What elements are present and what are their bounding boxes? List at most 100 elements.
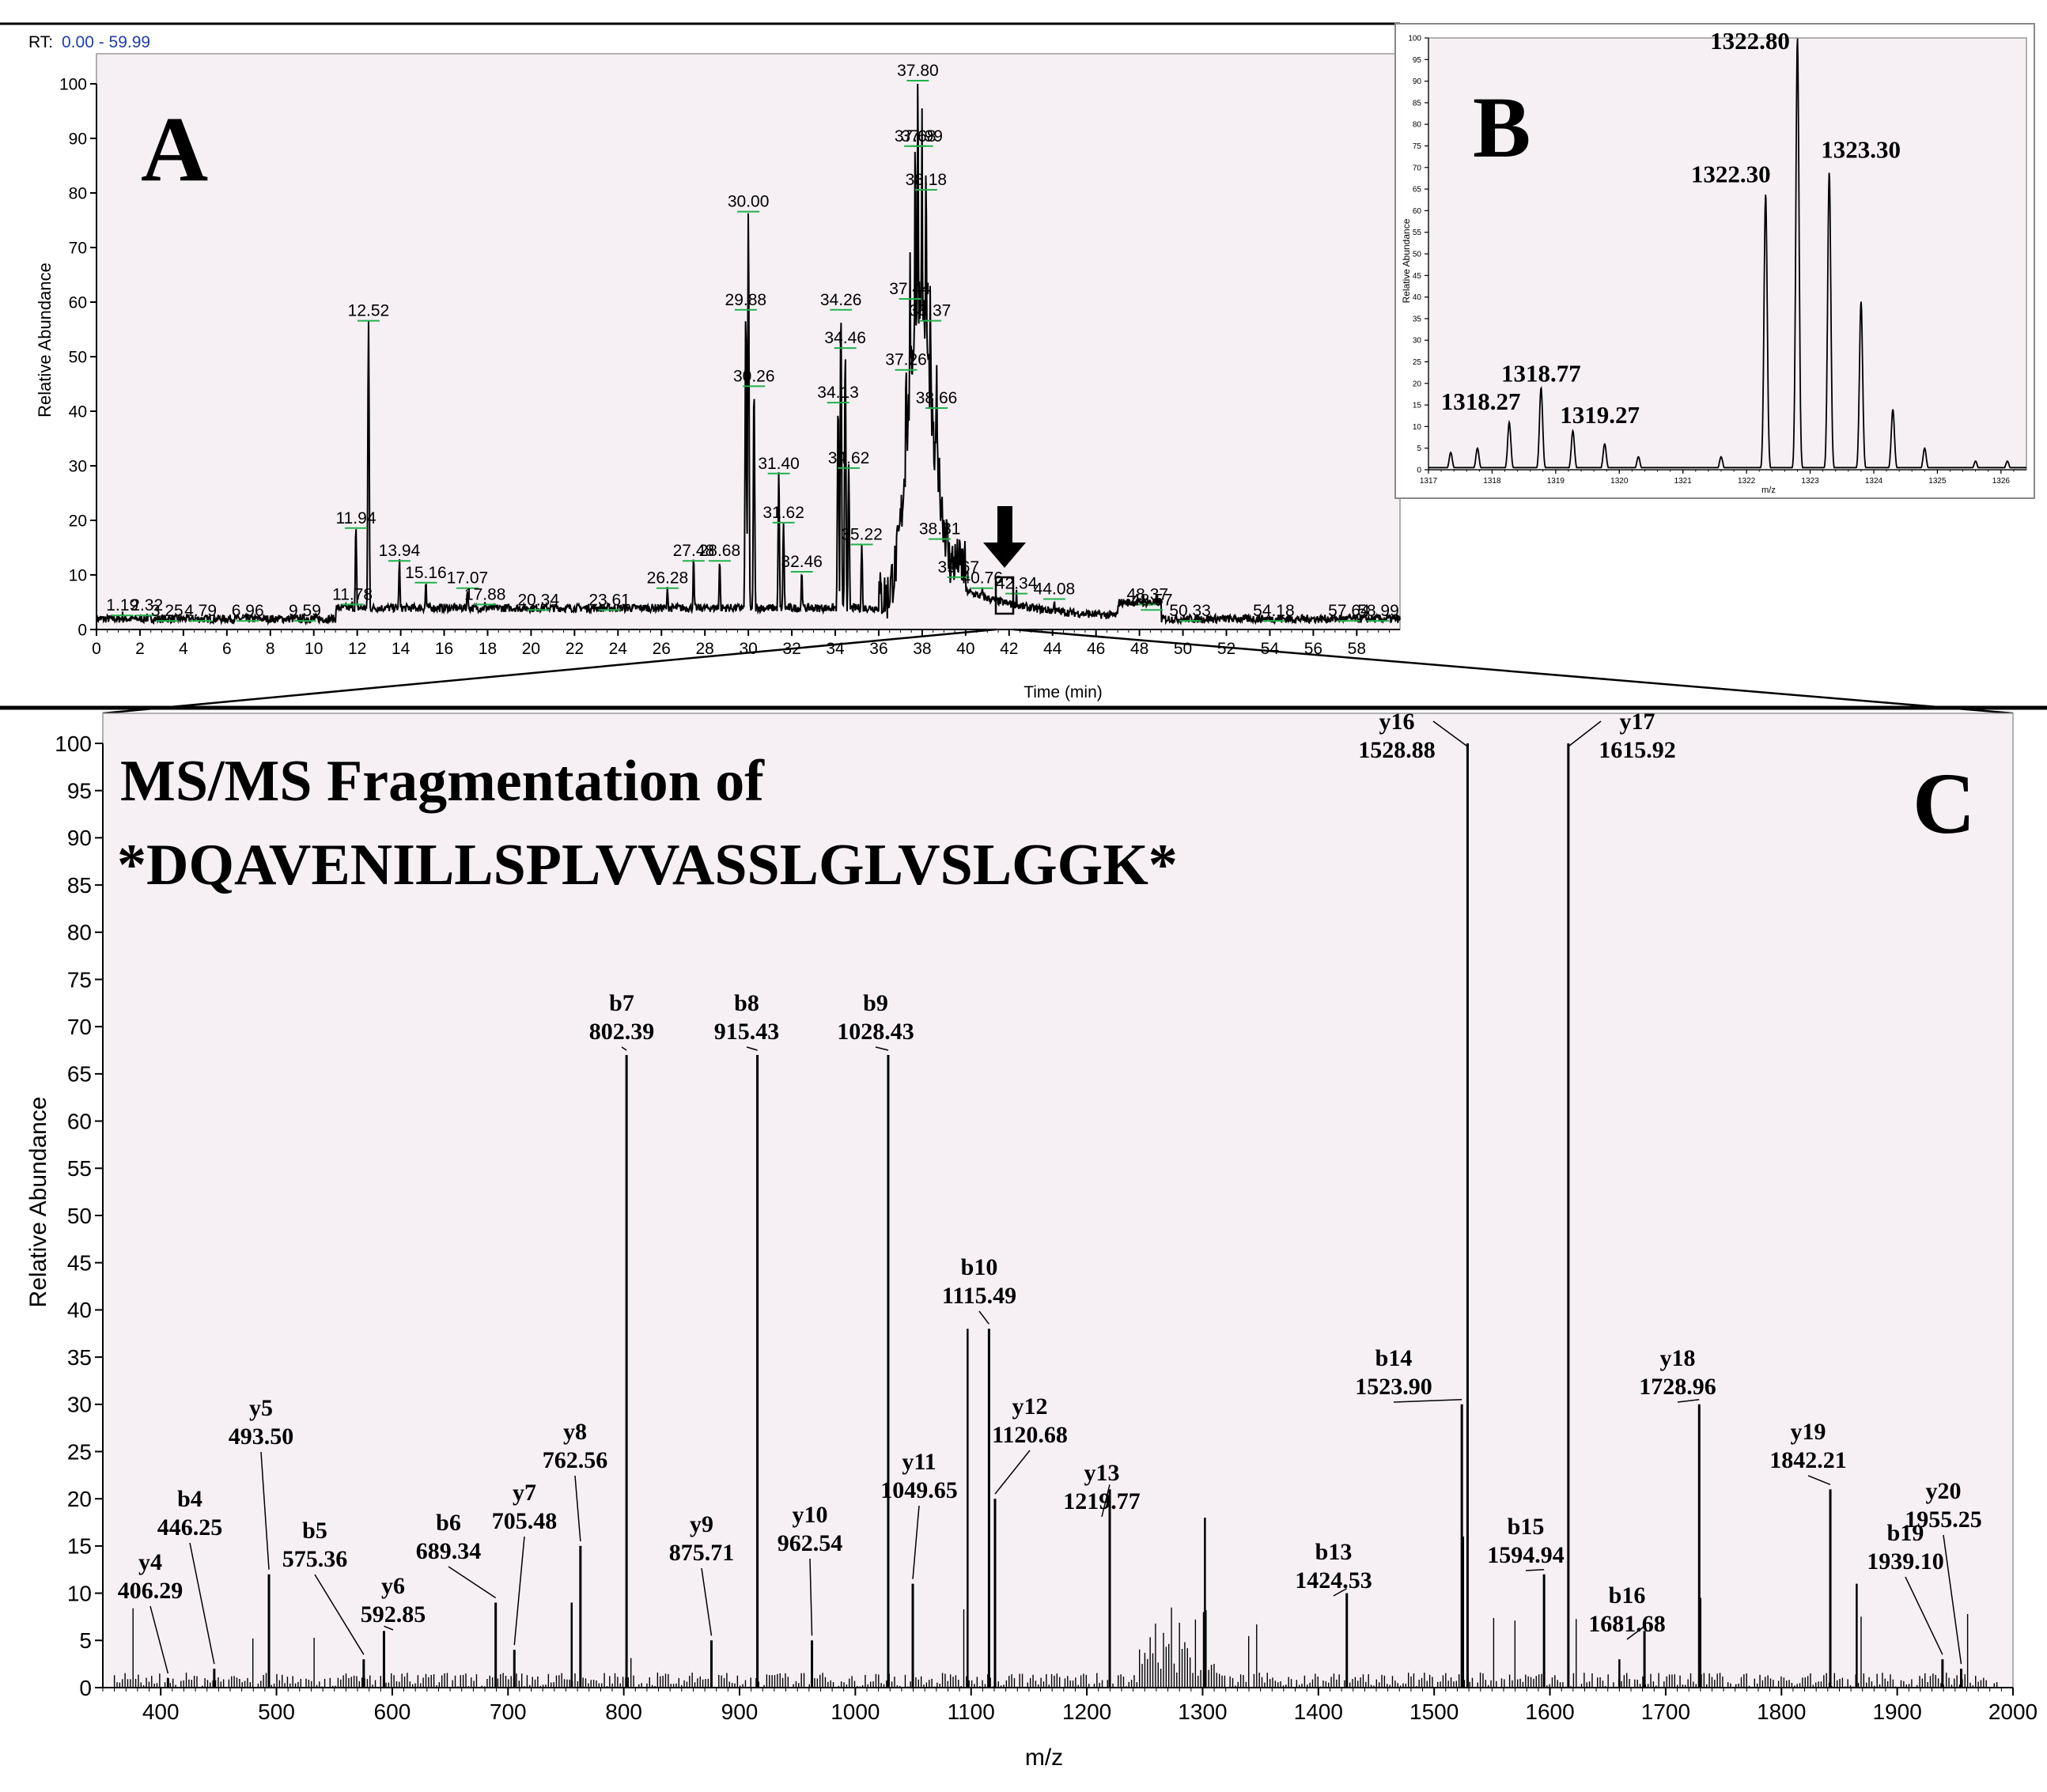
panel-c-x-tick-label: 900 xyxy=(721,1699,759,1724)
isotope-peak-label: 1322.30 xyxy=(1691,161,1771,188)
fragment-ion-name: y9 xyxy=(690,1511,713,1537)
panel-a-y-tick-label: 0 xyxy=(78,621,87,639)
panel-a-axes: 0246810121416182022242628303234363840424… xyxy=(59,75,1400,658)
fragment-mz-label: 1728.96 xyxy=(1639,1374,1716,1400)
peak-label: 27.48 xyxy=(673,542,715,560)
fragment-ion-name: y20 xyxy=(1926,1478,1962,1504)
fragment-ion-name: y18 xyxy=(1660,1345,1696,1371)
panel-b-y-tick-label: 95 xyxy=(1413,56,1422,65)
fragment-ion-name: y10 xyxy=(793,1502,828,1528)
panel-b-axes: 1317 1318 1319 1320 1321 1322 1323 1324 1325 1326… xyxy=(1408,35,2026,486)
panel-c-y-tick-label: 10 xyxy=(67,1581,92,1605)
panel-c-x-tick-label: 1400 xyxy=(1294,1699,1343,1724)
panel-a-x-tick-label: 24 xyxy=(609,640,628,658)
panel-c-y-tick-label: 25 xyxy=(67,1439,92,1464)
peak-label: 3.25 xyxy=(151,602,184,620)
panel-c-x-tick-label: 1800 xyxy=(1757,1699,1806,1724)
panel-c-y-tick-label: 60 xyxy=(67,1109,92,1133)
panel-b-ylabel: Relative Abundance xyxy=(1401,218,1412,303)
selection-arrow-icon xyxy=(983,506,1026,568)
fragment-ion-name: y19 xyxy=(1791,1419,1826,1445)
peak-label: 42.34 xyxy=(996,575,1038,593)
panel-c-x-tick-label: 700 xyxy=(490,1699,527,1724)
panel-c-ylabel: Relative Abundance xyxy=(25,1097,51,1308)
fragment-mz-label: 575.36 xyxy=(282,1546,348,1572)
fragment-mz-label: 446.25 xyxy=(157,1514,223,1541)
fragment-ion-name: y8 xyxy=(563,1419,587,1445)
peak-label: 20.34 xyxy=(517,591,559,609)
panel-c-y-tick-label: 40 xyxy=(67,1298,92,1322)
peak-label: 4.79 xyxy=(184,602,217,620)
peak-label: 34.13 xyxy=(817,384,859,402)
fragment-ion-name: y12 xyxy=(1012,1393,1048,1420)
panel-a-y-tick-label: 60 xyxy=(69,293,87,312)
panel-c-axes: 400 500 600 700 800 900 1000 1100 1200 1300 1400 15… xyxy=(55,732,2038,1724)
fragment-ion-name: y11 xyxy=(902,1449,936,1475)
panel-c-x-tick-label: 1700 xyxy=(1641,1699,1690,1724)
peak-label: 37.80 xyxy=(897,62,939,80)
panel-c-x-tick-label: 1900 xyxy=(1872,1699,1921,1724)
fragment-ion-name: b10 xyxy=(961,1254,998,1280)
panel-b-y-tick-label: 40 xyxy=(1413,293,1422,302)
panel-c-title-line1: MS/MS Fragmentation of xyxy=(120,749,765,814)
panel-c-x-tick-label: 400 xyxy=(142,1699,180,1724)
fragment-leader-line xyxy=(978,1310,989,1325)
fragment-leader-line xyxy=(1626,1625,1645,1640)
fragment-mz-label: 802.39 xyxy=(589,1019,655,1045)
panel-b-y-tick-label: 100 xyxy=(1408,35,1421,43)
panel-c-y-tick-label: 15 xyxy=(67,1534,92,1559)
panel-c-x-tick-label: 800 xyxy=(605,1699,642,1724)
panel-b-y-tick-label: 35 xyxy=(1413,315,1422,323)
zoom-line-right xyxy=(1012,628,2014,715)
fragment-mz-label: 1842.21 xyxy=(1769,1447,1847,1473)
panel-b-letter: B xyxy=(1473,79,1531,176)
fragment-leader-line xyxy=(1525,1568,1545,1571)
fragment-mz-label: 705.48 xyxy=(492,1508,558,1534)
fragment-ion-name: y17 xyxy=(1620,709,1655,735)
panel-a-y-tick-label: 90 xyxy=(69,130,87,148)
panel-a-letter: A xyxy=(141,97,208,201)
panel-a-x-tick-label: 52 xyxy=(1217,640,1235,658)
fragment-leader-line xyxy=(314,1574,365,1655)
panel-a-x-tick-label: 20 xyxy=(522,640,540,658)
fragment-leader-line xyxy=(149,1605,169,1674)
fragment-mz-label: 875.71 xyxy=(669,1540,735,1566)
peak-label: 48.37 xyxy=(1127,585,1169,603)
peak-label: 9.59 xyxy=(289,602,321,620)
fragment-mz-label: 1681.68 xyxy=(1588,1611,1666,1637)
panel-b-x-tick-label: 1325 xyxy=(1928,477,1947,486)
fragment-mz-label: 493.50 xyxy=(229,1423,294,1450)
panel-b-y-tick-label: 25 xyxy=(1413,358,1422,367)
panel-c-y-tick-label: 55 xyxy=(67,1156,92,1181)
panel-c-x-tick-label: 600 xyxy=(374,1699,411,1724)
fragment-leader-line xyxy=(260,1451,270,1570)
panel-b-x-tick-label: 1323 xyxy=(1801,477,1819,486)
panel-b-y-tick-label: 70 xyxy=(1413,164,1422,172)
peak-label: 28.68 xyxy=(699,542,741,560)
peak-label: 11.94 xyxy=(336,509,376,527)
fragment-ion-name: b6 xyxy=(436,1510,461,1536)
panel-b-y-tick-label: 45 xyxy=(1413,272,1422,281)
panel-c-y-tick-label: 100 xyxy=(55,732,92,756)
fragment-ion-name: b5 xyxy=(302,1518,327,1544)
isotope-peak-label: 1322.80 xyxy=(1710,27,1790,55)
panel-c-xlabel: m/z xyxy=(1025,1745,1063,1771)
panel-c-y-tick-label: 80 xyxy=(67,921,92,945)
peak-label: 11.78 xyxy=(332,585,373,603)
fragment-mz-label: 915.43 xyxy=(714,1019,780,1045)
panel-c-y-tick-label: 95 xyxy=(67,779,92,803)
panel-b-y-tick-label: 60 xyxy=(1413,207,1422,216)
panel-c-title-line2: *DQAVENILLSPLVVASSLGLVSLGGK* xyxy=(117,833,1178,898)
isotope-trace xyxy=(1428,38,2026,469)
fragment-mz-label: 1955.25 xyxy=(1905,1507,1982,1533)
panel-b-y-tick-label: 80 xyxy=(1413,121,1422,130)
panel-a-x-tick-label: 38 xyxy=(913,640,931,658)
rt-label: RT: xyxy=(28,33,53,51)
panel-c-letter: C xyxy=(1913,755,1975,852)
peak-label: 48.57 xyxy=(1131,591,1173,609)
fragment-leader-line xyxy=(1432,720,1468,747)
panel-a-x-tick-label: 8 xyxy=(266,640,275,658)
fragment-mz-label: 1615.92 xyxy=(1599,737,1676,763)
panel-c-msms-spectrum: 400 500 600 700 800 900 1000 1100 1200 1300 1400 15… xyxy=(25,709,2038,1771)
